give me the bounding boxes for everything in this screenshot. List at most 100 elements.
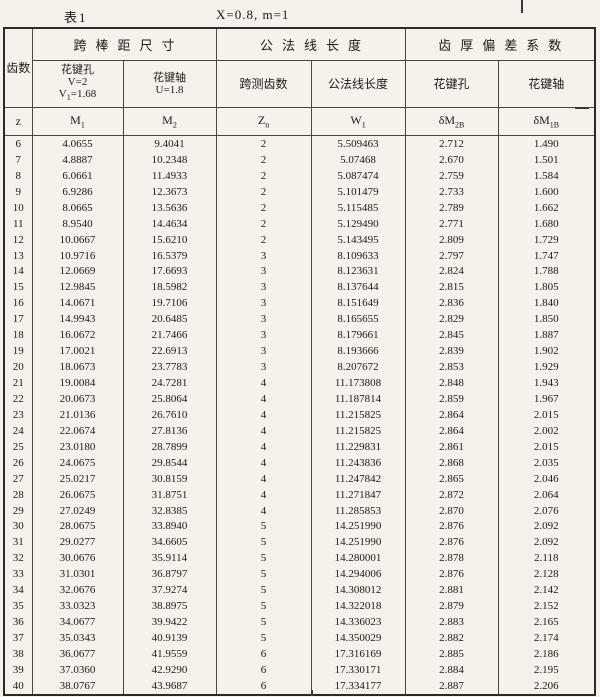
cell-dM1B: 2.015 — [497, 438, 596, 455]
cell-M1: 32.0676 — [31, 582, 124, 599]
cell-dM1B: 1.490 — [497, 135, 596, 152]
cell-Zn: 5 — [215, 534, 312, 551]
cell-z: 17 — [3, 311, 33, 328]
cell-z: 14 — [3, 263, 33, 280]
cell-M1: 8.9540 — [31, 215, 124, 232]
cell-z: 15 — [3, 279, 33, 296]
cell-M1: 4.0655 — [31, 135, 124, 152]
table-label: 表1 — [64, 10, 88, 25]
table-row: 17 14.9943 20.6485 3 8.165655 2.829 1.850 — [3, 311, 596, 328]
cell-M2: 30.8159 — [122, 470, 217, 487]
cell-dM2B: 2.878 — [404, 550, 499, 567]
cell-dM2B: 2.771 — [404, 215, 499, 232]
cell-M2: 12.3673 — [122, 183, 217, 200]
cell-M2: 22.6913 — [122, 343, 217, 360]
cell-M1: 25.0217 — [31, 470, 124, 487]
cell-W1: 5.101479 — [310, 183, 406, 200]
header-group-normal-length: 公法线长度 — [215, 28, 406, 61]
cell-W1: 14.350029 — [310, 630, 406, 646]
cell-M1: 22.0674 — [31, 422, 124, 439]
cell-M2: 14.4634 — [122, 215, 217, 232]
header-group-pin-span: 跨棒距尺寸 — [31, 28, 217, 61]
cell-M1: 6.0661 — [31, 167, 124, 184]
cell-dM1B: 1.747 — [497, 247, 596, 264]
cell-z: 39 — [3, 661, 33, 678]
cell-dM2B: 2.839 — [404, 343, 499, 360]
cell-dM1B: 1.902 — [497, 343, 596, 360]
cell-W1: 17.334177 — [310, 677, 406, 695]
cell-W1: 11.247842 — [310, 470, 406, 487]
cell-Zn: 3 — [215, 343, 312, 360]
spline-dimension-table: 齿数 跨棒距尺寸 公法线长度 齿厚偏差系数 花键孔 V=2 V1=1.68 花键… — [3, 27, 597, 696]
spline-hole-v: V=2 — [67, 75, 88, 88]
cell-Zn: 3 — [215, 247, 312, 264]
cell-M1: 24.0675 — [31, 454, 124, 471]
cell-dM2B: 2.759 — [404, 167, 499, 184]
cell-z: 25 — [3, 438, 33, 455]
cell-M2: 42.9290 — [122, 661, 217, 678]
cell-M1: 23.0180 — [31, 438, 124, 455]
cell-W1: 17.316169 — [310, 646, 406, 662]
header-group-tooth-deviation: 齿厚偏差系数 — [404, 28, 596, 61]
cell-dM1B: 2.064 — [497, 486, 596, 503]
table-row: 25 23.0180 28.7899 4 11.229831 2.861 2.015 — [3, 438, 596, 455]
cell-z: 24 — [3, 422, 33, 439]
table-row: 28 26.0675 31.8751 4 11.271847 2.872 2.064 — [3, 486, 596, 503]
cell-M1: 12.0669 — [31, 263, 124, 280]
cell-dM1B: 1.788 — [497, 263, 596, 280]
cell-z: 8 — [3, 167, 33, 184]
cell-z: 21 — [3, 375, 33, 391]
cell-z: 10 — [3, 199, 33, 216]
table-row: 31 29.0277 34.6605 5 14.251990 2.876 2.092 — [3, 534, 596, 551]
cell-W1: 11.187814 — [310, 391, 406, 407]
cell-z: 33 — [3, 566, 33, 583]
table-parameters: X=0.8, m=1 — [216, 7, 290, 22]
table-row: 15 12.9845 18.5982 3 8.137644 2.815 1.805 — [3, 279, 596, 296]
spline-shaft-title: 花键轴 — [153, 72, 186, 84]
header-deviation-shaft: 花键轴 — [497, 60, 596, 108]
cell-Zn: 2 — [215, 183, 312, 200]
cell-dM1B: 1.840 — [497, 295, 596, 312]
cell-M2: 25.8064 — [122, 391, 217, 407]
cell-M2: 32.8385 — [122, 502, 217, 519]
cell-dM2B: 2.865 — [404, 470, 499, 487]
group-header-row: 齿数 跨棒距尺寸 公法线长度 齿厚偏差系数 — [3, 28, 596, 108]
cell-M2: 16.5379 — [122, 247, 217, 264]
cell-Zn: 3 — [215, 311, 312, 328]
cell-W1: 8.207672 — [310, 359, 406, 376]
cell-dM1B: 2.174 — [497, 630, 596, 646]
table-row: 10 8.0665 13.5636 2 5.115485 2.789 1.662 — [3, 199, 596, 216]
cell-dM2B: 2.876 — [404, 518, 499, 535]
cell-M2: 10.2348 — [122, 151, 217, 168]
table-row: 8 6.0661 11.4933 2 5.087474 2.759 1.584 — [3, 167, 596, 184]
cell-M2: 20.6485 — [122, 311, 217, 328]
symbol-dM1B: δM1B — [497, 107, 596, 136]
cell-M2: 19.7106 — [122, 295, 217, 312]
table-row: 7 4.8887 10.2348 2 5.07468 2.670 1.501 — [3, 151, 596, 168]
cell-dM1B: 2.015 — [497, 406, 596, 423]
cell-Zn: 2 — [215, 215, 312, 232]
scan-artifact-top-tick — [521, 0, 523, 13]
cell-Zn: 5 — [215, 518, 312, 535]
cell-Zn: 4 — [215, 422, 312, 439]
cell-W1: 11.229831 — [310, 438, 406, 455]
cell-Zn: 2 — [215, 151, 312, 168]
cell-dM1B: 2.186 — [497, 646, 596, 662]
cell-dM2B: 2.836 — [404, 295, 499, 312]
cell-W1: 5.129490 — [310, 215, 406, 232]
cell-W1: 14.251990 — [310, 534, 406, 551]
cell-Zn: 5 — [215, 614, 312, 631]
cell-W1: 5.087474 — [310, 167, 406, 184]
cell-dM1B: 2.076 — [497, 502, 596, 519]
cell-dM2B: 2.809 — [404, 231, 499, 248]
cell-M1: 35.0343 — [31, 630, 124, 646]
table-row: 18 16.0672 21.7466 3 8.179661 2.845 1.887 — [3, 327, 596, 344]
table-row: 13 10.9716 16.5379 3 8.109633 2.797 1.747 — [3, 247, 596, 264]
symbol-dM2B: δM2B — [404, 107, 499, 136]
cell-Zn: 4 — [215, 486, 312, 503]
cell-dM2B: 2.670 — [404, 151, 499, 168]
cell-Zn: 4 — [215, 375, 312, 391]
table-row: 39 37.0360 42.9290 6 17.330171 2.884 2.195 — [3, 661, 596, 678]
cell-W1: 14.322018 — [310, 598, 406, 615]
table-row: 24 22.0674 27.8136 4 11.215825 2.864 2.002 — [3, 422, 596, 439]
